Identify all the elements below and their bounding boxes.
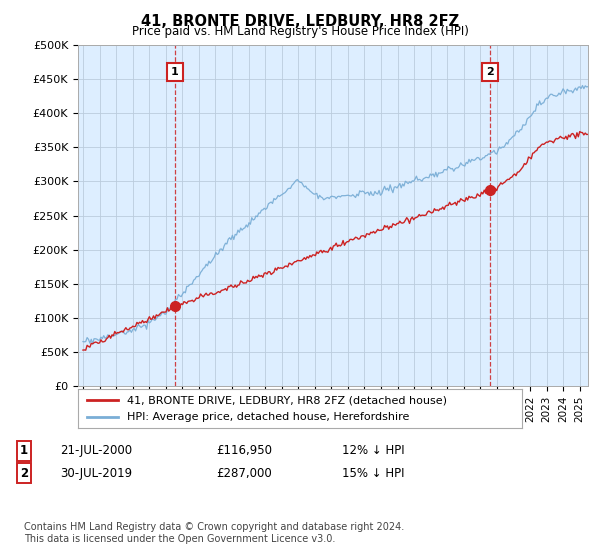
Text: 41, BRONTE DRIVE, LEDBURY, HR8 2FZ (detached house): 41, BRONTE DRIVE, LEDBURY, HR8 2FZ (deta… — [127, 395, 447, 405]
Text: HPI: Average price, detached house, Herefordshire: HPI: Average price, detached house, Here… — [127, 412, 409, 422]
Text: 1: 1 — [171, 67, 179, 77]
Text: 2: 2 — [486, 67, 494, 77]
Text: 30-JUL-2019: 30-JUL-2019 — [60, 466, 132, 480]
Text: £116,950: £116,950 — [216, 444, 272, 458]
Text: £287,000: £287,000 — [216, 466, 272, 480]
Text: 1: 1 — [20, 444, 28, 458]
Text: Contains HM Land Registry data © Crown copyright and database right 2024.
This d: Contains HM Land Registry data © Crown c… — [24, 522, 404, 544]
Text: 41, BRONTE DRIVE, LEDBURY, HR8 2FZ: 41, BRONTE DRIVE, LEDBURY, HR8 2FZ — [141, 14, 459, 29]
Text: 21-JUL-2000: 21-JUL-2000 — [60, 444, 132, 458]
Text: 12% ↓ HPI: 12% ↓ HPI — [342, 444, 404, 458]
Text: 2: 2 — [20, 466, 28, 480]
Text: Price paid vs. HM Land Registry's House Price Index (HPI): Price paid vs. HM Land Registry's House … — [131, 25, 469, 38]
Text: 15% ↓ HPI: 15% ↓ HPI — [342, 466, 404, 480]
